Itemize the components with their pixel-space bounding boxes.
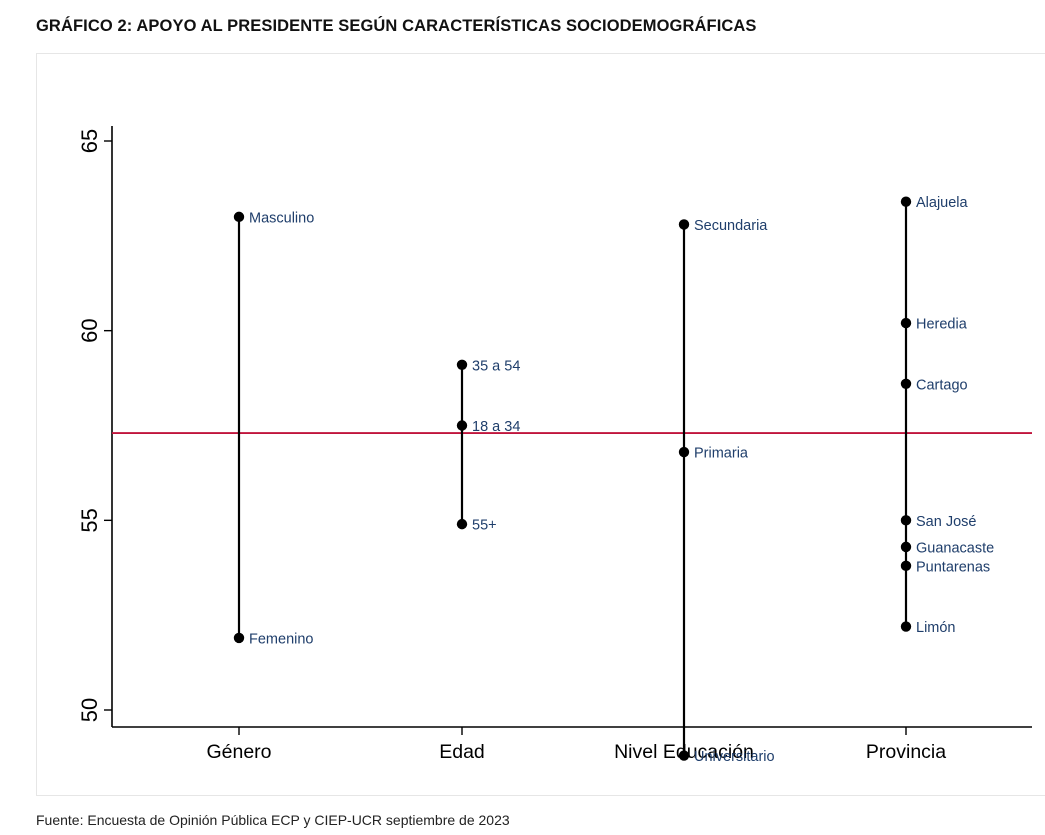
data-point [456, 518, 468, 530]
data-point [900, 515, 912, 526]
data-point [233, 632, 245, 644]
data-point [678, 750, 690, 761]
page-title: GRÁFICO 2: APOYO AL PRESIDENTE SEGÚN CAR… [36, 17, 757, 35]
point-label: Secundaria [694, 218, 768, 234]
series-layer: Masculino Femenino 35 a 54 18 a 34 55+ Secund… [233, 195, 994, 765]
y-tick-label: 50 [77, 698, 102, 722]
data-point [900, 621, 912, 632]
x-tick-label: Provincia [866, 741, 946, 763]
data-point [456, 420, 468, 431]
point-label: Guanacaste [916, 540, 994, 556]
data-point [900, 196, 912, 207]
point-label: 18 a 34 [472, 419, 520, 435]
y-tick-label: 55 [77, 508, 102, 532]
data-point [678, 219, 690, 230]
data-point [900, 317, 912, 329]
x-tick-label: Edad [439, 741, 485, 763]
point-label: Limón [916, 620, 956, 636]
point-label: 35 a 54 [472, 358, 520, 374]
data-point [233, 211, 245, 223]
data-point [678, 446, 690, 458]
y-tick-label: 65 [77, 129, 102, 153]
point-label: Alajuela [916, 195, 969, 211]
data-point [900, 378, 912, 389]
data-point [900, 560, 912, 572]
data-point [456, 359, 468, 371]
data-point [900, 541, 912, 553]
source-note: Fuente: Encuesta de Opinión Pública ECP … [36, 812, 510, 828]
point-label: Femenino [249, 631, 313, 647]
point-label: 55+ [472, 518, 497, 534]
point-label: Masculino [249, 210, 314, 226]
point-label: Heredia [916, 317, 968, 333]
point-label: Cartago [916, 377, 968, 393]
point-label: San José [916, 514, 976, 530]
x-tick-label: Género [206, 741, 271, 763]
y-tick-label: 60 [77, 318, 102, 342]
chart-panel: 50 55 60 65 Género Edad Nivel Educación Provinc… [36, 53, 1045, 796]
point-label: Universitario [694, 749, 775, 765]
point-label: Primaria [694, 446, 749, 462]
point-label: Puntarenas [916, 559, 990, 575]
